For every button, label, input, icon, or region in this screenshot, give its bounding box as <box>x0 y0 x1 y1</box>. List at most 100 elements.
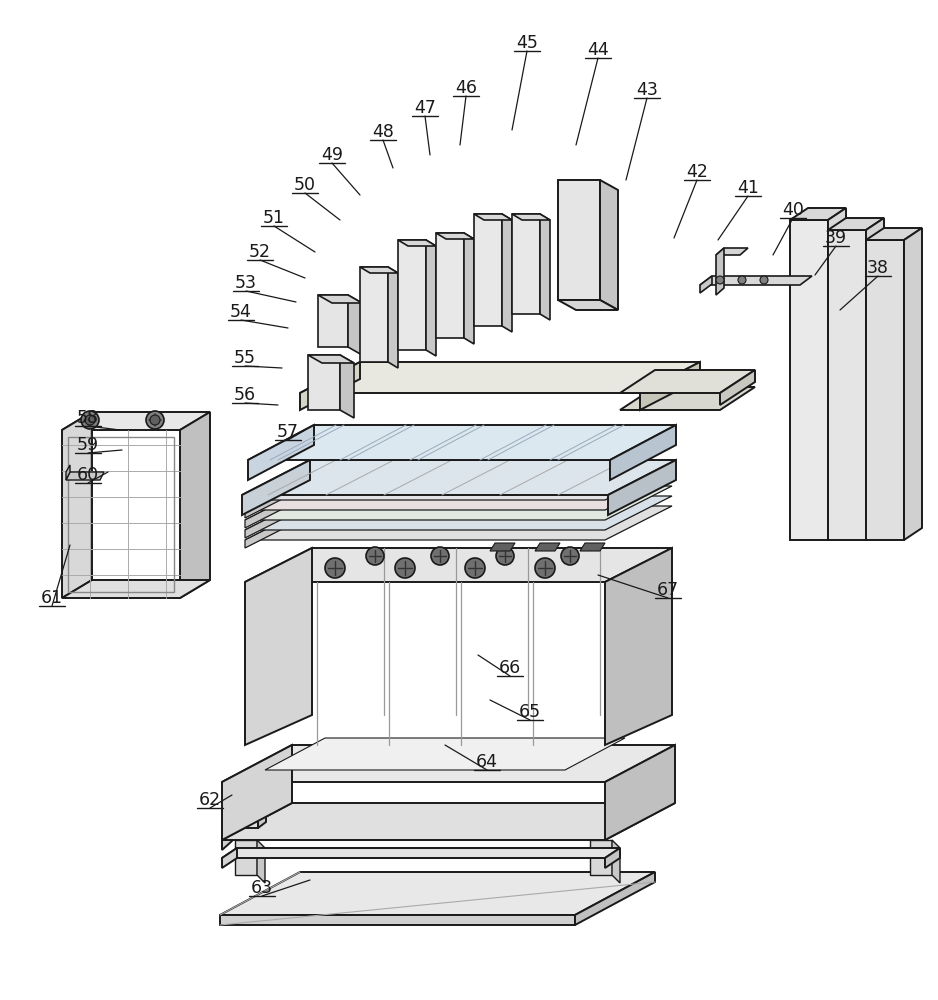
Polygon shape <box>436 233 474 239</box>
Polygon shape <box>398 240 426 350</box>
Polygon shape <box>318 295 362 303</box>
Text: 56: 56 <box>234 386 256 404</box>
Text: 64: 64 <box>476 753 498 771</box>
Polygon shape <box>426 240 436 356</box>
Polygon shape <box>245 506 672 540</box>
Polygon shape <box>640 362 700 410</box>
Text: 45: 45 <box>516 34 537 52</box>
Text: 58: 58 <box>77 409 99 427</box>
Polygon shape <box>258 814 266 828</box>
Polygon shape <box>612 840 620 883</box>
Polygon shape <box>248 425 676 460</box>
Circle shape <box>738 276 746 284</box>
Text: 63: 63 <box>251 879 273 897</box>
Polygon shape <box>790 220 828 540</box>
Polygon shape <box>360 267 398 273</box>
Circle shape <box>85 415 95 425</box>
Circle shape <box>150 415 160 425</box>
Text: 43: 43 <box>636 81 658 99</box>
Polygon shape <box>257 840 265 883</box>
Polygon shape <box>180 412 210 598</box>
Text: 50: 50 <box>294 176 316 194</box>
Polygon shape <box>866 228 922 240</box>
Polygon shape <box>245 548 312 745</box>
Polygon shape <box>66 465 70 480</box>
Polygon shape <box>245 506 312 548</box>
Polygon shape <box>828 208 846 540</box>
Polygon shape <box>790 208 846 220</box>
Polygon shape <box>828 218 884 230</box>
Polygon shape <box>828 230 866 540</box>
Polygon shape <box>348 295 362 355</box>
Text: 39: 39 <box>825 229 847 247</box>
Polygon shape <box>605 745 675 840</box>
Text: 61: 61 <box>41 589 63 607</box>
Text: 66: 66 <box>499 659 522 677</box>
Circle shape <box>146 411 164 429</box>
Polygon shape <box>245 486 672 520</box>
Circle shape <box>535 558 555 578</box>
Polygon shape <box>245 466 312 508</box>
Polygon shape <box>620 370 755 393</box>
Text: 48: 48 <box>372 123 394 141</box>
Polygon shape <box>700 276 812 285</box>
Text: 53: 53 <box>235 274 257 292</box>
Polygon shape <box>222 745 292 840</box>
Polygon shape <box>222 828 232 850</box>
Polygon shape <box>220 872 655 915</box>
Polygon shape <box>245 476 312 518</box>
Text: 44: 44 <box>587 41 609 59</box>
Text: 67: 67 <box>657 581 679 599</box>
Text: 47: 47 <box>414 99 436 117</box>
Circle shape <box>465 558 485 578</box>
Text: 60: 60 <box>77 466 99 484</box>
Polygon shape <box>720 370 755 405</box>
Polygon shape <box>866 218 884 540</box>
Polygon shape <box>904 228 922 540</box>
Polygon shape <box>512 214 540 314</box>
Polygon shape <box>398 240 436 246</box>
Polygon shape <box>558 300 618 310</box>
Polygon shape <box>300 362 360 410</box>
Polygon shape <box>245 496 312 538</box>
Polygon shape <box>605 548 672 745</box>
Text: 52: 52 <box>249 243 271 261</box>
Polygon shape <box>308 355 354 363</box>
Polygon shape <box>608 460 676 515</box>
Circle shape <box>561 547 579 565</box>
Polygon shape <box>600 180 618 310</box>
Text: 55: 55 <box>234 349 256 367</box>
Text: 41: 41 <box>737 179 759 197</box>
Text: 46: 46 <box>455 79 477 97</box>
Polygon shape <box>62 580 210 598</box>
Polygon shape <box>716 248 724 295</box>
Polygon shape <box>575 872 655 925</box>
Circle shape <box>395 558 415 578</box>
Polygon shape <box>700 276 712 293</box>
Polygon shape <box>474 214 512 220</box>
Text: 51: 51 <box>263 209 285 227</box>
Polygon shape <box>245 548 672 582</box>
Text: 42: 42 <box>686 163 708 181</box>
Polygon shape <box>222 745 675 782</box>
Polygon shape <box>340 355 354 418</box>
Polygon shape <box>474 214 502 326</box>
Circle shape <box>431 547 449 565</box>
Circle shape <box>366 547 384 565</box>
Polygon shape <box>605 848 620 868</box>
Polygon shape <box>512 214 550 220</box>
Polygon shape <box>590 840 612 875</box>
Polygon shape <box>620 387 755 410</box>
Polygon shape <box>245 486 312 528</box>
Polygon shape <box>222 828 278 837</box>
Circle shape <box>716 276 724 284</box>
Circle shape <box>496 547 514 565</box>
Polygon shape <box>222 848 237 868</box>
Polygon shape <box>580 543 605 551</box>
Polygon shape <box>464 233 474 344</box>
Polygon shape <box>436 233 464 338</box>
Polygon shape <box>716 248 748 255</box>
Polygon shape <box>308 355 340 410</box>
Polygon shape <box>66 472 104 480</box>
Circle shape <box>760 276 768 284</box>
